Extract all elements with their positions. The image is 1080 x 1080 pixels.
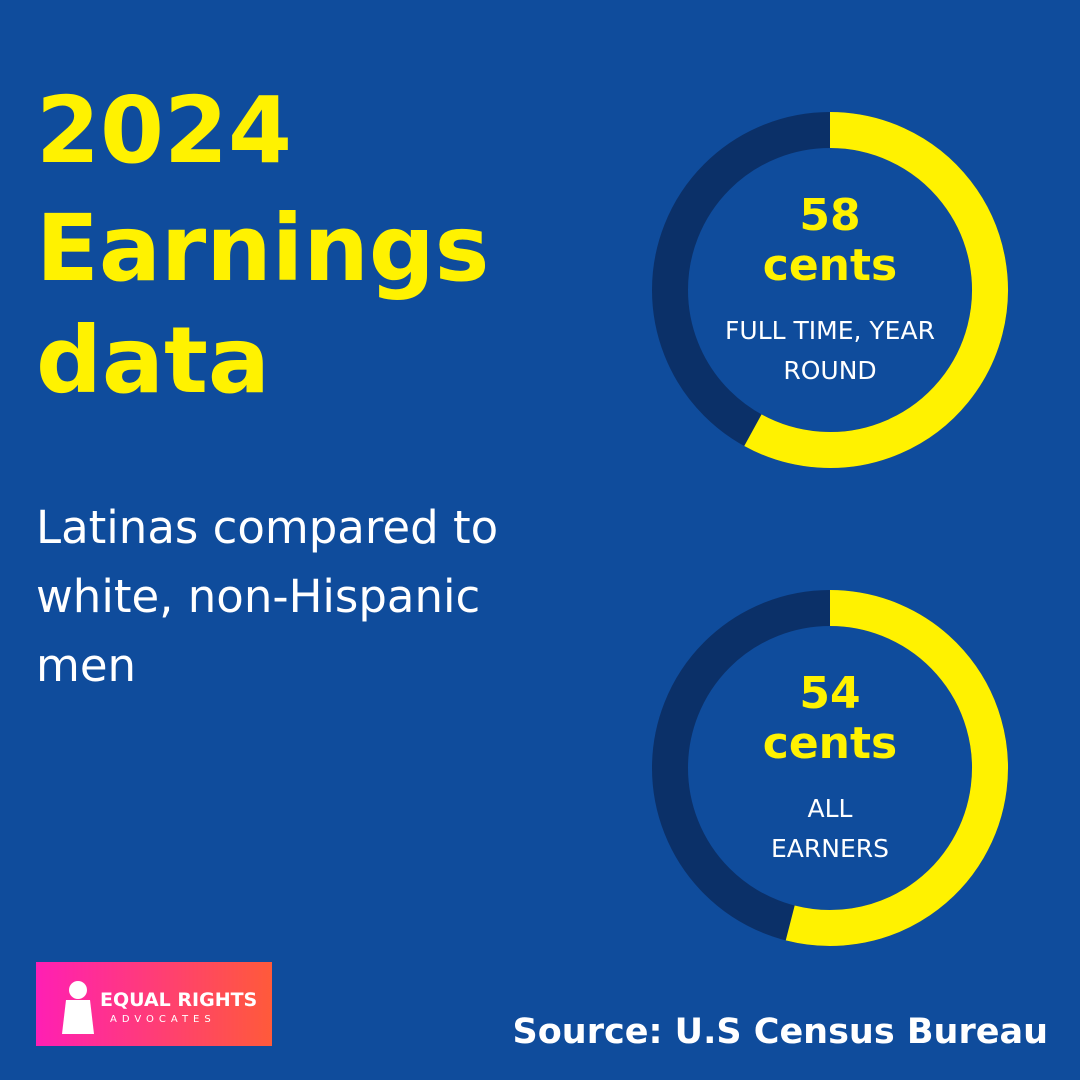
donut-label: ALL [808, 794, 853, 823]
logo-text: ADVOCATES [110, 1014, 216, 1025]
logo-icon [69, 981, 87, 999]
donut-unit: cents [763, 718, 897, 769]
donut-unit: cents [763, 240, 897, 291]
title-line: 2024 [36, 77, 292, 184]
donut-value: 54 [799, 668, 860, 719]
donut-label: ROUND [783, 356, 876, 385]
source: Source: U.S Census Bureau [513, 1012, 1048, 1052]
subtitle-line: Latinas compared to [36, 501, 498, 554]
subtitle-line: men [36, 639, 136, 692]
title-line: Earnings [36, 195, 489, 302]
title-line: data [36, 307, 270, 414]
logo-icon [62, 1000, 94, 1034]
subtitle-line: white, non-Hispanic [36, 570, 480, 623]
donut-value: 58 [799, 190, 860, 241]
donut-label: FULL TIME, YEAR [725, 316, 935, 345]
logo-text: EQUAL RIGHTS [100, 989, 257, 1011]
logo: EQUAL RIGHTS ADVOCATES [36, 962, 272, 1046]
donut-arc [744, 112, 1008, 468]
donut-label: EARNERS [771, 834, 889, 863]
donut-arc [785, 590, 1008, 946]
